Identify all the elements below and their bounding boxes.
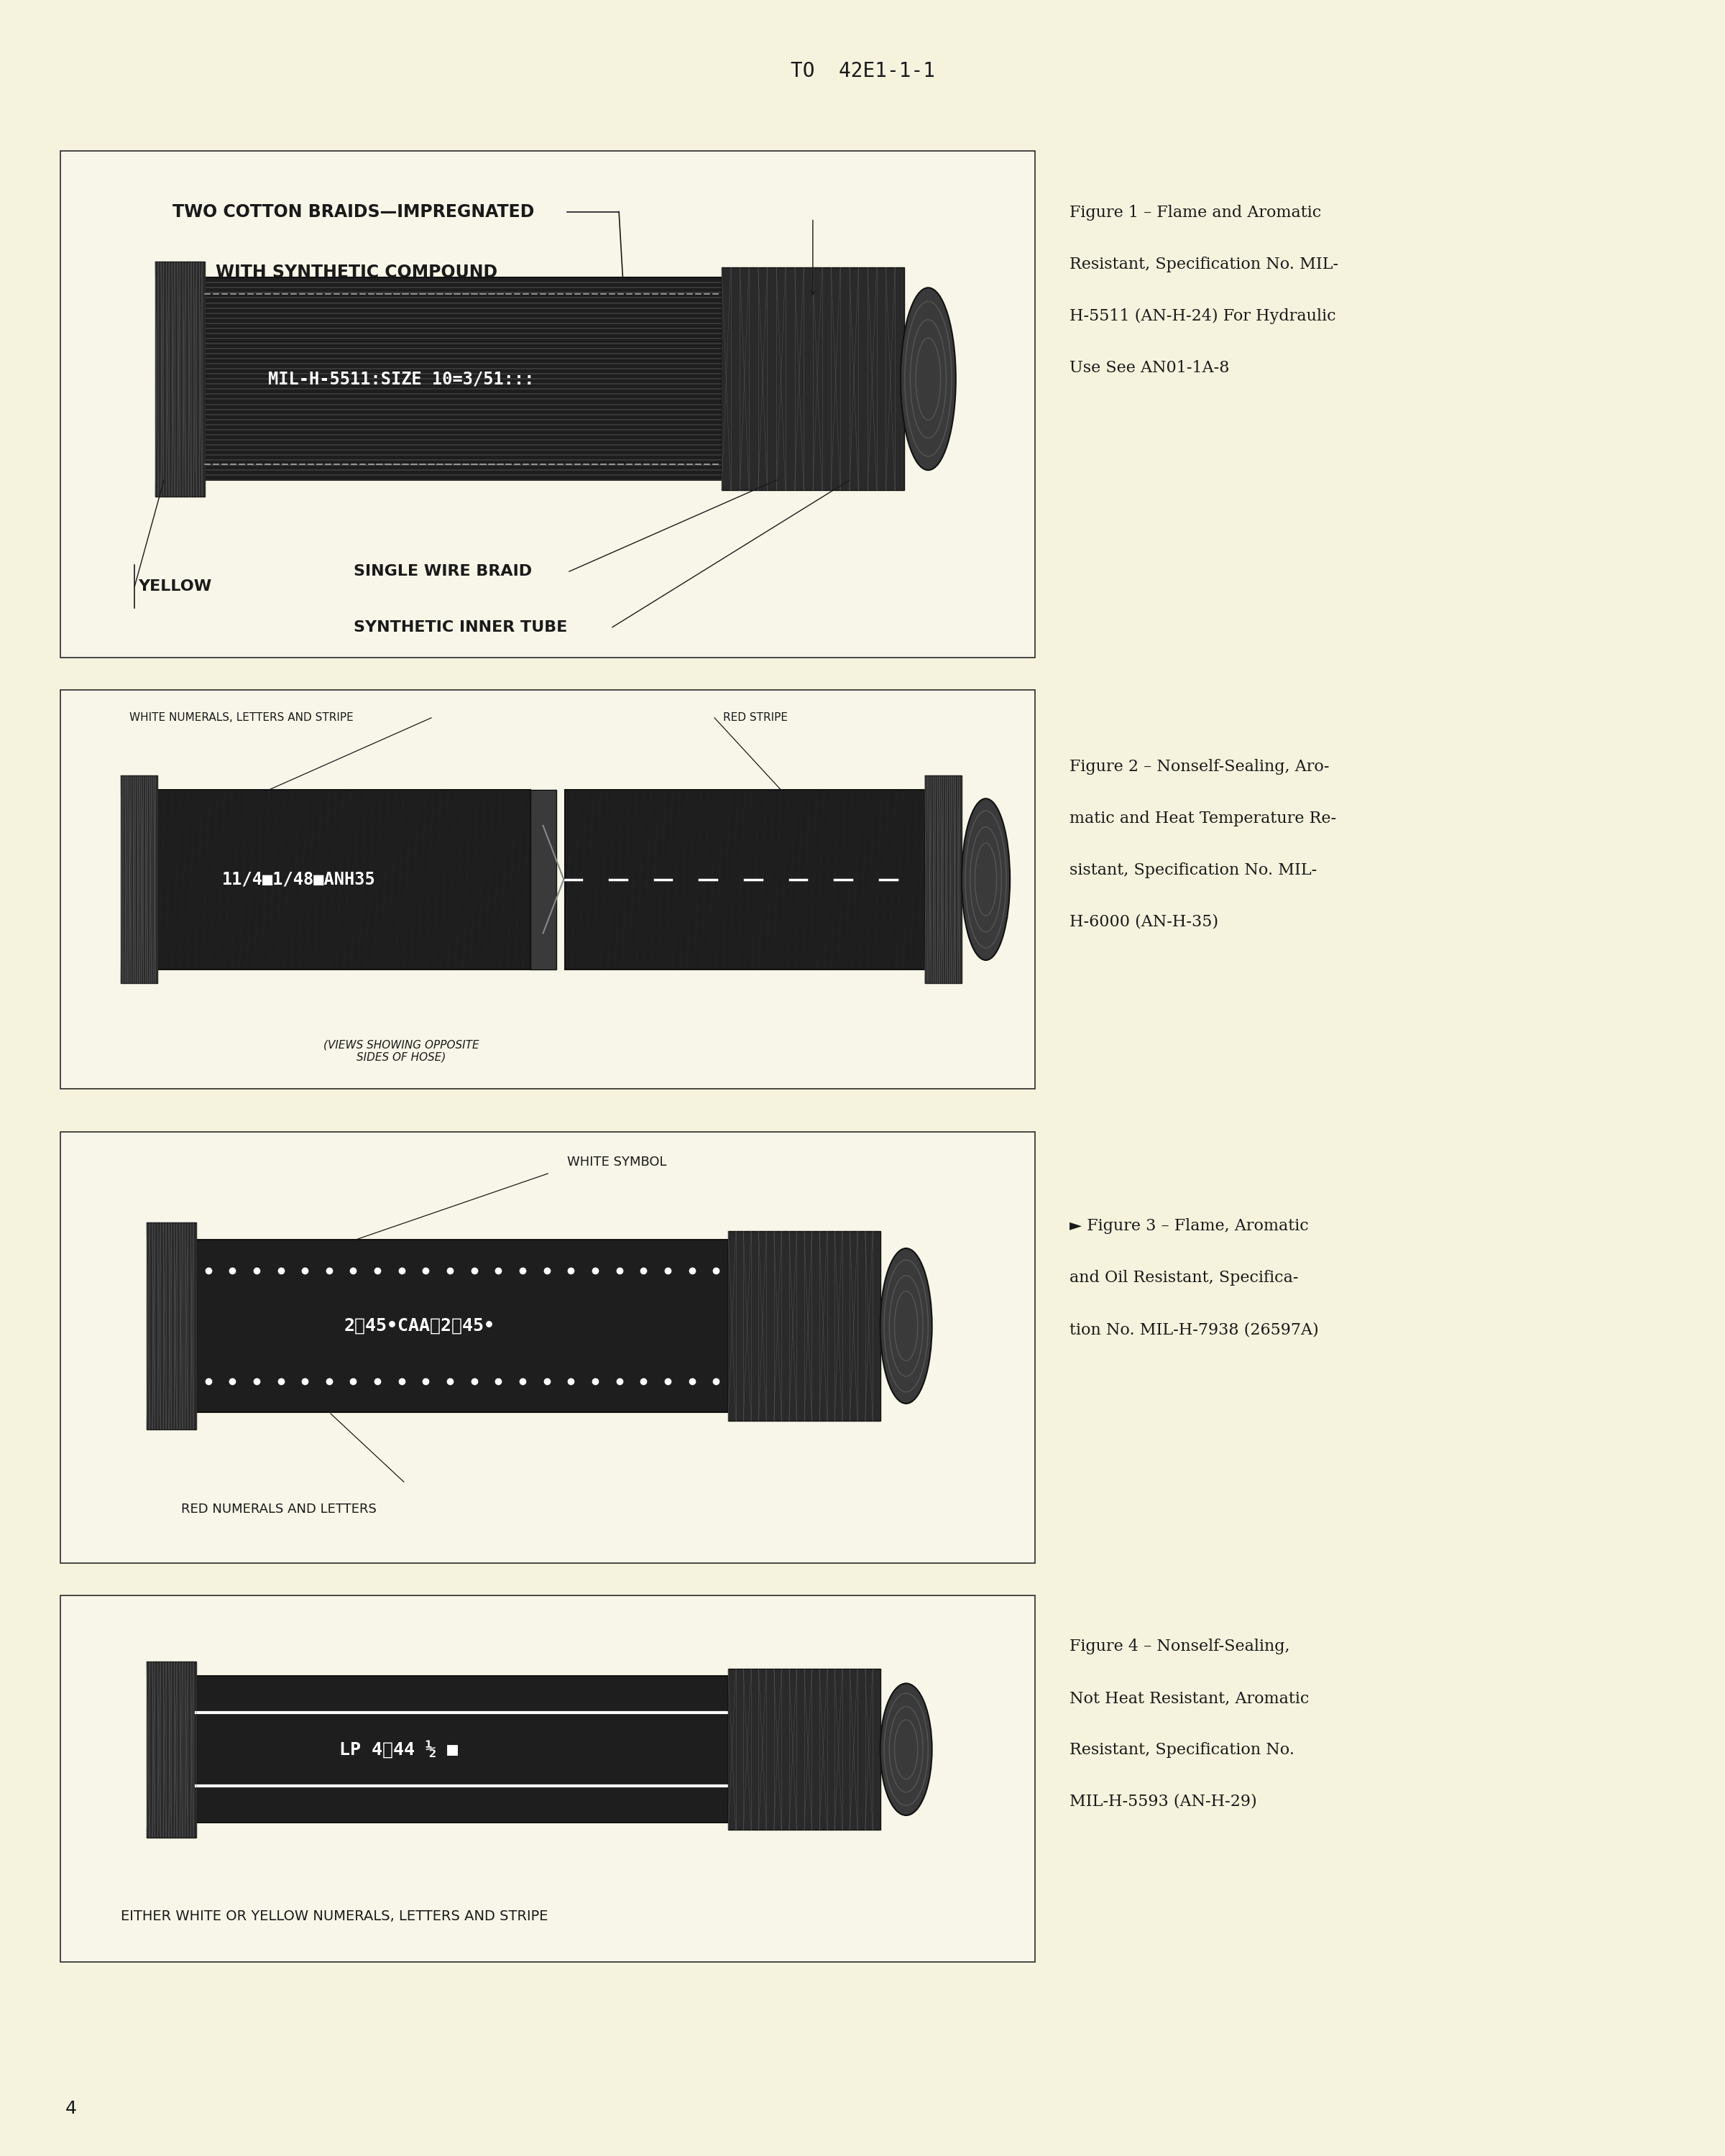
Text: SINGLE WIRE BRAID: SINGLE WIRE BRAID [354, 565, 531, 578]
Text: RED STRIPE: RED STRIPE [723, 711, 788, 722]
Text: TO  42E1-1-1: TO 42E1-1-1 [790, 60, 935, 82]
Text: Not Heat Resistant, Aromatic: Not Heat Resistant, Aromatic [1070, 1690, 1309, 1705]
Text: Use See AN01-1A-8: Use See AN01-1A-8 [1070, 360, 1230, 375]
Text: ► Figure 3 – Flame, Aromatic: ► Figure 3 – Flame, Aromatic [1070, 1218, 1309, 1233]
Text: Resistant, Specification No. MIL-: Resistant, Specification No. MIL- [1070, 257, 1339, 272]
Text: 11/4■1/48■ANH35: 11/4■1/48■ANH35 [223, 871, 376, 888]
Bar [564, 789, 925, 970]
Text: YELLOW: YELLOW [138, 580, 212, 593]
Bar [60, 1132, 1035, 1563]
Bar [925, 776, 961, 983]
Text: Figure 2 – Nonself-Sealing, Aro-: Figure 2 – Nonself-Sealing, Aro- [1070, 759, 1330, 774]
Bar [728, 1231, 880, 1421]
Bar [157, 789, 530, 970]
Text: Resistant, Specification No.: Resistant, Specification No. [1070, 1742, 1294, 1757]
Text: RED NUMERALS AND LETTERS: RED NUMERALS AND LETTERS [181, 1503, 376, 1516]
Text: tion No. MIL-H-7938 (26597A): tion No. MIL-H-7938 (26597A) [1070, 1322, 1318, 1337]
Text: sistant, Specification No. MIL-: sistant, Specification No. MIL- [1070, 862, 1316, 877]
Text: (VIEWS SHOWING OPPOSITE
SIDES OF HOSE): (VIEWS SHOWING OPPOSITE SIDES OF HOSE) [324, 1039, 480, 1063]
Text: 4: 4 [66, 2100, 78, 2117]
Ellipse shape [880, 1684, 932, 1815]
Bar [60, 1595, 1035, 1962]
Bar [60, 151, 1035, 658]
Bar [197, 1675, 728, 1822]
Bar [155, 261, 205, 496]
Text: EITHER WHITE OR YELLOW NUMERALS, LETTERS AND STRIPE: EITHER WHITE OR YELLOW NUMERALS, LETTERS… [121, 1910, 549, 1923]
Ellipse shape [900, 287, 956, 470]
Text: LP 4⁔44 ½ ■: LP 4⁔44 ½ ■ [338, 1740, 457, 1759]
Text: SYNTHETIC INNER TUBE: SYNTHETIC INNER TUBE [354, 621, 568, 634]
Text: WHITE NUMERALS, LETTERS AND STRIPE: WHITE NUMERALS, LETTERS AND STRIPE [129, 711, 354, 722]
Bar [530, 789, 555, 970]
Text: and Oil Resistant, Specifica-: and Oil Resistant, Specifica- [1070, 1270, 1299, 1285]
Text: H-5511 (AN-H-24) For Hydraulic: H-5511 (AN-H-24) For Hydraulic [1070, 308, 1335, 323]
Text: MIL-H-5511:SIZE 10=3/51:::: MIL-H-5511:SIZE 10=3/51::: [267, 371, 535, 388]
Bar [60, 690, 1035, 1089]
Text: 2⁔45•CAA⁔2⁔45•: 2⁔45•CAA⁔2⁔45• [343, 1317, 495, 1335]
Text: Figure 4 – Nonself-Sealing,: Figure 4 – Nonself-Sealing, [1070, 1639, 1290, 1654]
Text: H-6000 (AN-H-35): H-6000 (AN-H-35) [1070, 914, 1218, 929]
Bar [205, 278, 721, 481]
Bar [197, 1240, 728, 1412]
Ellipse shape [961, 798, 1009, 959]
Bar [147, 1662, 197, 1837]
Text: WITH SYNTHETIC COMPOUND: WITH SYNTHETIC COMPOUND [216, 263, 497, 280]
Text: WHITE SYMBOL: WHITE SYMBOL [568, 1156, 668, 1169]
Text: Figure 1 – Flame and Aromatic: Figure 1 – Flame and Aromatic [1070, 205, 1321, 220]
Text: matic and Heat Temperature Re-: matic and Heat Temperature Re- [1070, 811, 1337, 826]
Bar [728, 1669, 880, 1830]
Text: TWO COTTON BRAIDS—IMPREGNATED: TWO COTTON BRAIDS—IMPREGNATED [172, 203, 535, 220]
Bar [147, 1222, 197, 1429]
Text: MIL-H-5593 (AN-H-29): MIL-H-5593 (AN-H-29) [1070, 1794, 1258, 1809]
Bar [121, 776, 157, 983]
Ellipse shape [880, 1248, 932, 1404]
Bar [721, 267, 904, 489]
